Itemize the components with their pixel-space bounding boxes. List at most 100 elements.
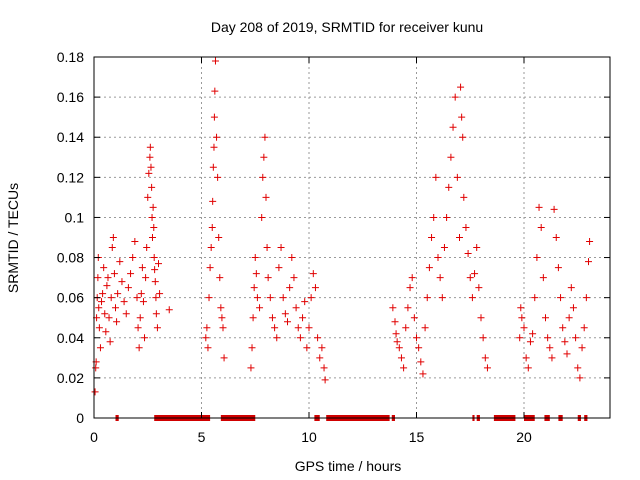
data-point — [479, 334, 487, 342]
data-point — [393, 338, 401, 346]
data-point — [268, 314, 276, 322]
data-point — [147, 163, 155, 171]
data-point — [98, 298, 106, 306]
y-tick-label: 0.14 — [57, 129, 84, 145]
data-point — [248, 344, 256, 352]
data-point — [210, 113, 218, 121]
data-point — [260, 153, 268, 161]
data-point — [146, 143, 154, 151]
data-point — [258, 213, 266, 221]
data-point — [389, 304, 397, 312]
data-point — [100, 264, 108, 272]
data-point — [91, 388, 99, 396]
data-point — [292, 304, 300, 312]
data-point — [565, 314, 573, 322]
data-point — [275, 264, 283, 272]
data-point — [94, 274, 102, 282]
data-point — [391, 318, 399, 326]
data-point — [131, 238, 139, 246]
data-point — [428, 234, 436, 241]
data-point — [252, 270, 260, 278]
data-point — [582, 294, 590, 302]
data-point — [526, 338, 534, 346]
data-point — [203, 324, 211, 332]
data-point — [106, 338, 114, 346]
data-point — [425, 264, 433, 272]
data-point — [155, 260, 162, 268]
plot-frame — [93, 56, 611, 419]
data-point — [314, 334, 322, 342]
data-point — [296, 334, 304, 342]
data-point — [468, 294, 476, 302]
data-point — [284, 318, 291, 326]
data-point — [299, 314, 307, 322]
data-point — [152, 310, 160, 318]
data-point — [215, 234, 223, 241]
data-point — [572, 334, 580, 342]
data-point — [135, 344, 143, 352]
data-point — [202, 334, 210, 342]
data-point — [211, 57, 219, 65]
data-point — [471, 270, 479, 278]
data-point — [520, 324, 528, 332]
data-point — [206, 264, 214, 272]
data-point — [95, 304, 103, 312]
data-point — [110, 270, 118, 278]
data-point — [483, 364, 491, 372]
y-tick-label: 0.18 — [57, 49, 84, 65]
data-point — [585, 258, 592, 266]
data-point — [402, 324, 410, 332]
data-point — [141, 334, 149, 342]
data-point — [277, 244, 285, 252]
data-point — [445, 183, 453, 191]
y-tick-label: 0.02 — [57, 370, 84, 386]
data-point — [453, 173, 461, 181]
data-point — [417, 358, 425, 366]
data-point — [136, 314, 144, 322]
data-point — [466, 274, 474, 282]
y-tick-label: 0.06 — [57, 290, 84, 306]
data-point — [103, 282, 111, 290]
data-point — [413, 334, 420, 342]
data-point — [438, 294, 446, 302]
data-point — [139, 298, 147, 306]
data-point — [204, 344, 212, 352]
x-tick-label: 20 — [516, 429, 532, 445]
data-point — [145, 169, 153, 177]
data-point — [406, 284, 414, 292]
data-point — [410, 314, 418, 322]
data-point — [219, 324, 227, 332]
data-point — [213, 133, 221, 141]
data-point — [273, 334, 281, 342]
data-point — [542, 314, 549, 322]
data-point — [518, 314, 526, 322]
data-point — [517, 304, 525, 312]
data-point — [457, 83, 465, 91]
y-tick-label: 0.16 — [57, 89, 84, 105]
data-point — [459, 133, 467, 141]
data-point — [548, 354, 556, 362]
data-point — [400, 364, 408, 372]
data-point — [290, 274, 298, 282]
data-point — [477, 314, 485, 322]
data-point — [134, 324, 142, 332]
data-point — [209, 163, 217, 171]
axis-ticks — [93, 56, 610, 419]
data-point — [440, 244, 448, 252]
data-point — [152, 294, 160, 302]
data-point — [209, 197, 217, 205]
data-point — [151, 278, 159, 286]
data-point — [150, 254, 158, 262]
data-point — [447, 153, 455, 161]
data-point — [311, 284, 319, 292]
data-point — [537, 223, 545, 231]
data-point — [430, 213, 438, 221]
data-point — [259, 173, 267, 181]
y-axis-label: SRMTID / TECUs — [5, 183, 21, 293]
data-point — [294, 324, 302, 332]
data-point — [305, 324, 313, 332]
data-point — [150, 223, 158, 231]
data-point — [449, 123, 457, 131]
data-point — [261, 133, 269, 141]
